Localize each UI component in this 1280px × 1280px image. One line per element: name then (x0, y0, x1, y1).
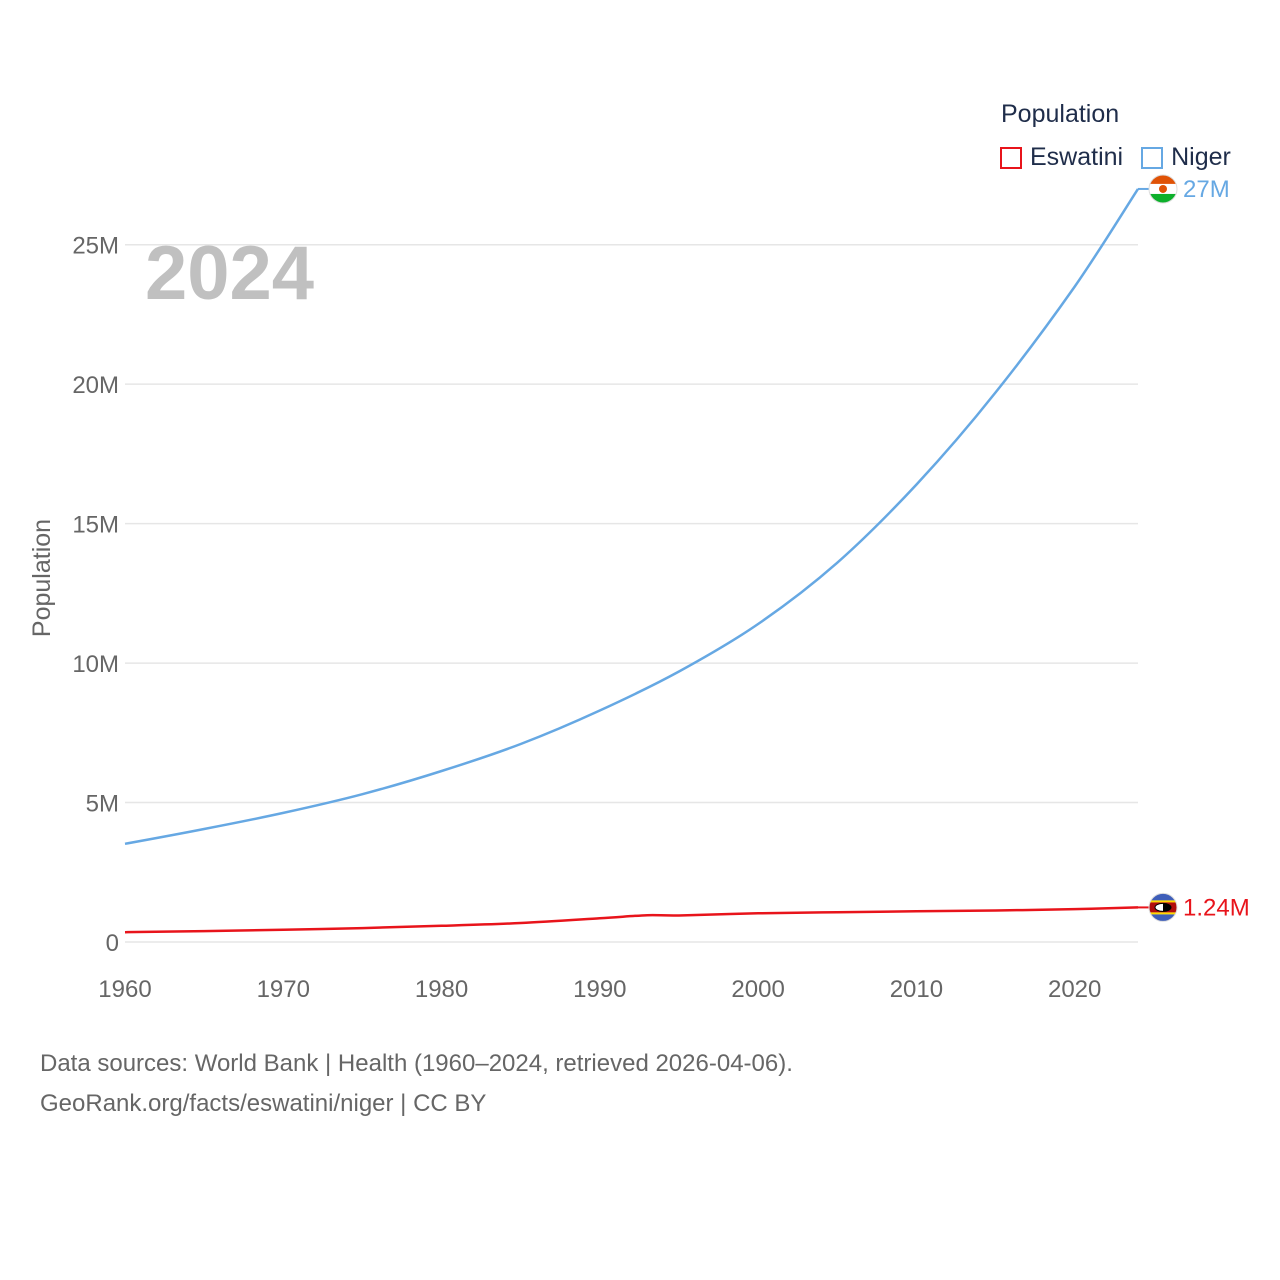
legend-label-eswatini: Eswatini (1030, 143, 1124, 171)
x-tick-label: 1990 (573, 976, 626, 1003)
legend-swatch-eswatini (1000, 146, 1022, 169)
legend-item-eswatini[interactable]: Eswatini (1000, 143, 1123, 172)
series-line-niger (124, 188, 1140, 846)
y-tick-label: 15M (72, 512, 119, 539)
y-tick-label: 5M (86, 791, 119, 818)
x-tick-label: 2010 (890, 976, 943, 1003)
series-line-eswatini (124, 906, 1139, 934)
x-tick-label: 1980 (415, 976, 468, 1003)
end-label-eswatini: 1.24M (1183, 894, 1250, 921)
footer-sources: Data sources: World Bank | Health (1960–… (40, 1050, 793, 1077)
x-tick-label: 2020 (1048, 976, 1101, 1003)
series-group (124, 188, 1140, 934)
legend-title: Population (1001, 100, 1120, 128)
y-tick-label: 10M (72, 651, 119, 678)
y-tick-label: 0 (106, 930, 119, 957)
y-axis-label: Population (28, 519, 56, 637)
x-tick-label: 1970 (257, 976, 310, 1003)
y-tick-label: 20M (72, 372, 119, 399)
eswatini-flag-icon (1148, 892, 1178, 922)
grid (125, 243, 1138, 943)
footer: Data sources: World Bank | Health (1960–… (40, 1044, 793, 1124)
footer-link[interactable]: GeoRank.org/facts/eswatini/niger | CC BY (40, 1090, 487, 1117)
x-tick-label: 2000 (731, 976, 784, 1003)
year-label: 2024 (145, 231, 314, 316)
y-tick-label: 25M (72, 233, 119, 260)
x-tick-label: 1960 (98, 976, 151, 1003)
legend-swatch-niger (1141, 146, 1164, 169)
niger-flag-icon (1148, 174, 1178, 204)
legend-item-niger[interactable]: Niger (1141, 143, 1231, 172)
legend: Eswatini Niger (1000, 143, 1249, 172)
x-axis-ticks: 1960 1970 1980 1990 2000 2010 2020 (98, 976, 1101, 1003)
end-markers: 27M 1.24M (1138, 174, 1250, 922)
y-axis-ticks: 0 5M 10M 15M 20M 25M (72, 233, 119, 957)
end-label-niger: 27M (1183, 176, 1230, 203)
legend-label-niger: Niger (1171, 143, 1231, 171)
